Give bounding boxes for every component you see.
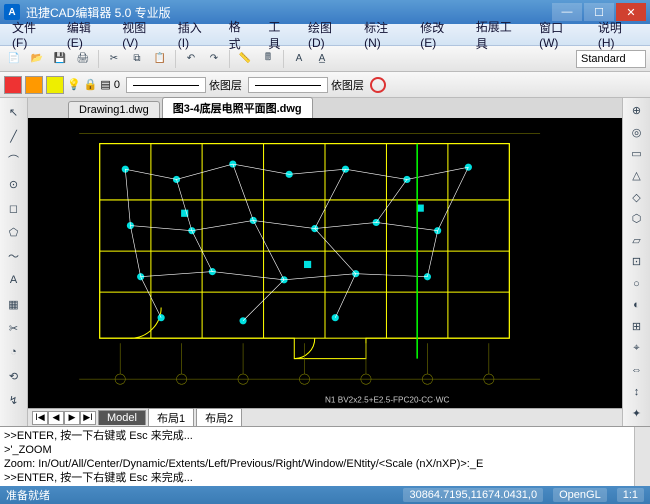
tool-pointer-icon[interactable]: ↖	[4, 102, 24, 122]
cmd-line-4: >>ENTER, 按一下右键或 Esc 来完成...	[4, 471, 646, 485]
main-area: ↖ ╱ ⌒ ⊙ ◻ ⬠ ～ A ▦ ✂ ◔ ⟲ ↯ Drawing1.dwg 图…	[0, 98, 650, 426]
rtool-4-icon[interactable]: △	[627, 167, 647, 185]
linetype-select[interactable]: 依图层	[331, 77, 364, 93]
document-tabs: Drawing1.dwg 图3-4底层电照平面图.dwg	[28, 98, 622, 118]
doc-tab-1[interactable]: Drawing1.dwg	[68, 101, 160, 118]
layer-select[interactable]: 依图层	[209, 77, 242, 93]
find-icon[interactable]: A	[289, 49, 309, 69]
status-bar: 准备就绪 30864.7195,11674.0431,0 OpenGL 1:1	[0, 486, 650, 504]
tab-model[interactable]: Model	[98, 410, 146, 425]
calc-icon[interactable]: 🖩	[258, 49, 278, 69]
tool-line-icon[interactable]: ╱	[4, 126, 24, 146]
open-icon[interactable]: 📂	[27, 49, 47, 69]
menu-window[interactable]: 窗口(W)	[533, 17, 588, 52]
rtool-6-icon[interactable]: ⬡	[627, 210, 647, 228]
measure-icon[interactable]: 📏	[235, 49, 255, 69]
text-icon[interactable]: A̲	[312, 49, 332, 69]
nav-prev-icon[interactable]: ◀	[48, 411, 64, 425]
status-coords: 30864.7195,11674.0431,0	[403, 488, 543, 502]
menu-draw[interactable]: 绘图(D)	[302, 17, 354, 52]
doc-tab-2[interactable]: 图3-4底层电照平面图.dwg	[162, 97, 313, 118]
tab-nav: I◀ ◀ ▶ ▶I	[32, 411, 96, 425]
rtool-7-icon[interactable]: ▱	[627, 232, 647, 250]
status-ready: 准备就绪	[6, 487, 50, 503]
tab-layout2[interactable]: 布局2	[196, 408, 242, 427]
rtool-9-icon[interactable]: ○	[627, 275, 647, 293]
line-preview-1[interactable]	[126, 77, 206, 93]
tool-leader-icon[interactable]: ↯	[4, 390, 24, 410]
copy-icon[interactable]: ⧉	[127, 49, 147, 69]
tool-polygon-icon[interactable]: ⬠	[4, 222, 24, 242]
rtool-8-icon[interactable]: ⊡	[627, 253, 647, 271]
left-toolbar: ↖ ╱ ⌒ ⊙ ◻ ⬠ ～ A ▦ ✂ ◔ ⟲ ↯	[0, 98, 28, 426]
zero-select[interactable]: 0	[114, 79, 120, 91]
menu-insert[interactable]: 插入(I)	[172, 17, 219, 52]
rtool-5-icon[interactable]: ◇	[627, 188, 647, 206]
layer-icon[interactable]: ▤	[100, 78, 110, 91]
drawing-annotation: N1 BV2x2.5+E2.5-FPC20-CC·WC	[325, 396, 450, 405]
cmd-line-1: >>ENTER, 按一下右键或 Esc 来完成...	[4, 429, 646, 443]
status-opengl[interactable]: OpenGL	[553, 488, 607, 502]
lock-icon[interactable]: 🔒	[84, 78, 98, 91]
save-icon[interactable]: 💾	[50, 49, 70, 69]
tool-rect-icon[interactable]: ◻	[4, 198, 24, 218]
menu-bar: 文件(F) 编辑(E) 视图(V) 插入(I) 格式 工具 绘图(D) 标注(N…	[0, 24, 650, 46]
status-scale[interactable]: 1:1	[617, 488, 644, 502]
bulb-icon[interactable]: 💡	[67, 78, 81, 91]
menu-edit[interactable]: 编辑(E)	[61, 17, 112, 52]
toolbar-2: 💡 🔒 ▤ 0 依图层 依图层	[0, 72, 650, 98]
nav-next-icon[interactable]: ▶	[64, 411, 80, 425]
right-toolbar: ⊕ ◎ ▭ △ ◇ ⬡ ▱ ⊡ ○ ◐ ⊞ ⌖ ⇔ ↕ ✦	[622, 98, 650, 426]
tool-trim-icon[interactable]: ✂	[4, 318, 24, 338]
nav-first-icon[interactable]: I◀	[32, 411, 48, 425]
menu-help[interactable]: 说明(H)	[592, 17, 644, 52]
rtool-3-icon[interactable]: ▭	[627, 145, 647, 163]
tool-rotate-icon[interactable]: ⟲	[4, 366, 24, 386]
rtool-15-icon[interactable]: ✦	[627, 404, 647, 422]
tool-circle-icon[interactable]: ⊙	[4, 174, 24, 194]
line-preview-2[interactable]	[248, 77, 328, 93]
menu-file[interactable]: 文件(F)	[6, 17, 57, 52]
paste-icon[interactable]: 📋	[150, 49, 170, 69]
canvas-wrap: Drawing1.dwg 图3-4底层电照平面图.dwg	[28, 98, 622, 426]
color-swatch-3[interactable]	[46, 76, 64, 94]
color-swatch-1[interactable]	[4, 76, 22, 94]
cmd-scrollbar[interactable]	[634, 427, 650, 486]
menu-tools[interactable]: 工具	[262, 16, 298, 54]
rtool-11-icon[interactable]: ⊞	[627, 318, 647, 336]
tool-hatch-icon[interactable]: ▦	[4, 294, 24, 314]
rtool-2-icon[interactable]: ◎	[627, 124, 647, 142]
nav-last-icon[interactable]: ▶I	[80, 411, 96, 425]
redo-icon[interactable]: ↷	[204, 49, 224, 69]
tool-spline-icon[interactable]: ～	[4, 246, 24, 266]
style-select[interactable]: Standard	[576, 50, 646, 68]
menu-dim[interactable]: 标注(N)	[358, 17, 410, 52]
menu-format[interactable]: 格式	[223, 16, 259, 54]
tool-arc-icon[interactable]: ⌒	[4, 150, 24, 170]
menu-ext[interactable]: 拓展工具	[470, 16, 529, 54]
command-panel[interactable]: >>ENTER, 按一下右键或 Esc 来完成... >'_ZOOM Zoom:…	[0, 426, 650, 486]
model-tabs: I◀ ◀ ▶ ▶I Model 布局1 布局2	[28, 408, 622, 426]
menu-modify[interactable]: 修改(E)	[414, 17, 465, 52]
cut-icon[interactable]: ✂	[104, 49, 124, 69]
floorplan-svg: N1 BV2x2.5+E2.5-FPC20-CC·WC	[28, 118, 622, 408]
cmd-line-2: >'_ZOOM	[4, 443, 646, 457]
cmd-line-3: Zoom: In/Out/All/Center/Dynamic/Extents/…	[4, 457, 646, 471]
drawing-canvas[interactable]: N1 BV2x2.5+E2.5-FPC20-CC·WC	[28, 118, 622, 408]
menu-view[interactable]: 视图(V)	[116, 17, 167, 52]
rtool-14-icon[interactable]: ↕	[627, 383, 647, 401]
rtool-13-icon[interactable]: ⇔	[627, 361, 647, 379]
color-swatch-2[interactable]	[25, 76, 43, 94]
new-icon[interactable]: 📄	[4, 49, 24, 69]
print-icon[interactable]: 🖨	[73, 49, 93, 69]
undo-icon[interactable]: ↶	[181, 49, 201, 69]
tool-text-icon[interactable]: A	[4, 270, 24, 290]
tool-dim-icon[interactable]: ◔	[4, 342, 24, 362]
rtool-1-icon[interactable]: ⊕	[627, 102, 647, 120]
rtool-10-icon[interactable]: ◐	[627, 296, 647, 314]
circle-tool-icon[interactable]	[370, 77, 386, 93]
tab-layout1[interactable]: 布局1	[148, 408, 194, 427]
rtool-12-icon[interactable]: ⌖	[627, 340, 647, 358]
